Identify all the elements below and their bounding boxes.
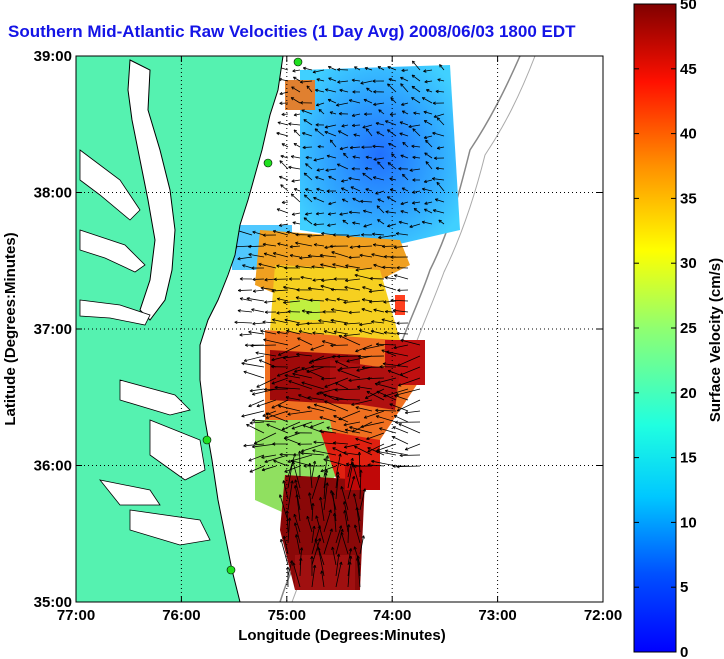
grid-lines [76, 56, 603, 602]
y-tick-label: 39:00 [34, 48, 72, 65]
y-tick-label: 37:00 [34, 321, 72, 338]
y-tick-label: 36:00 [34, 458, 72, 475]
y-axis-label: Latitude (Degrees:Minutes) [2, 232, 19, 425]
colorbar-tick-label: 25 [680, 320, 697, 337]
colorbar-tick-label: 50 [680, 0, 697, 13]
colorbar-tick-label: 30 [680, 255, 697, 272]
x-tick-label: 73:00 [478, 607, 516, 624]
x-tick-label: 76:00 [162, 607, 200, 624]
colorbar-tick-label: 15 [680, 450, 697, 467]
colorbar-tick-label: 20 [680, 385, 697, 402]
map-title: Southern Mid-Atlantic Raw Velocities (1 … [8, 22, 576, 41]
x-tick-label: 72:00 [584, 607, 622, 624]
colorbar [633, 3, 677, 653]
velocity-vectors [234, 60, 445, 588]
station-marker [293, 57, 303, 67]
station-marker [226, 565, 236, 575]
y-tick-label: 35:00 [34, 594, 72, 611]
colorbar-tick-label: 10 [680, 514, 697, 531]
colorbar-label: Surface Velocity (cm/s) [707, 258, 724, 422]
colorbar-tick-label: 0 [680, 644, 688, 659]
axis-ticks: 77:00 76:00 75:00 74:00 73:00 72:00 35:00 36:00… [34, 48, 623, 624]
colorbar-ticks: 0 5 10 15 20 25 30 35 40 45 50 [634, 0, 697, 659]
station-marker [202, 435, 212, 445]
colorbar-tick-label: 40 [680, 126, 697, 143]
colorbar-tick-label: 45 [680, 61, 697, 78]
colorbar-tick-label: 35 [680, 190, 697, 207]
bay [127, 59, 176, 321]
x-tick-label: 77:00 [57, 607, 95, 624]
colorbar-tick-label: 5 [680, 579, 688, 596]
x-tick-label: 74:00 [373, 607, 411, 624]
station-marker [263, 158, 273, 168]
y-tick-label: 38:00 [34, 185, 72, 202]
x-axis-label: Longitude (Degrees:Minutes) [238, 627, 446, 644]
x-tick-label: 75:00 [268, 607, 306, 624]
